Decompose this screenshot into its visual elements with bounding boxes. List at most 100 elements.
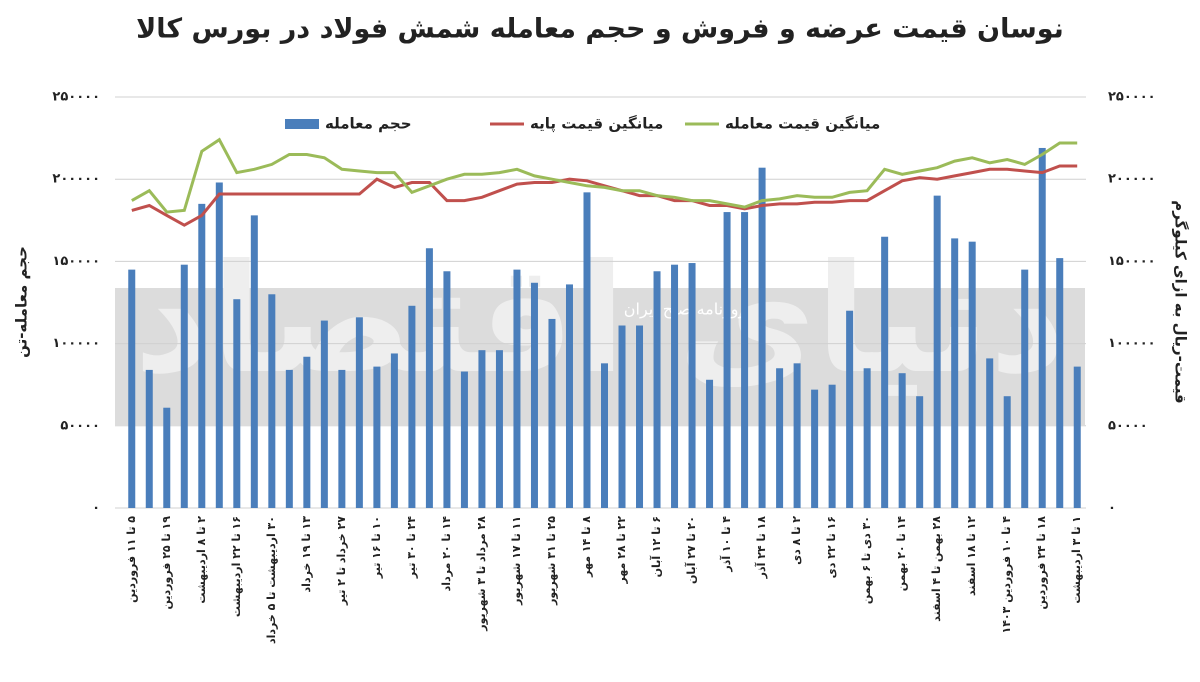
bar: [565, 284, 573, 508]
x-tick-label: ۱۹ تا ۲۵ فروردین: [160, 516, 173, 610]
bar: [636, 325, 644, 508]
bar: [1038, 147, 1046, 509]
y2-tick-label: ۵۰۰۰۰: [1108, 418, 1148, 433]
y2-tick-label: ۰: [1108, 501, 1116, 516]
bar: [180, 264, 188, 508]
chart-title: نوسان قیمت عرضه و فروش و حجم معامله شمش …: [136, 14, 1064, 45]
x-tick-label: ۲۸ مرداد تا ۳ شهریور: [475, 516, 488, 632]
watermark-band: [115, 288, 1085, 425]
bar: [583, 192, 591, 509]
x-tick-label: ۳۰ اردیبهشت تا ۵ خرداد: [265, 516, 278, 644]
bar: [706, 379, 714, 508]
line: [131, 137, 1078, 214]
y-tick-label: ۱۵۰۰۰۰: [52, 254, 100, 269]
line: [131, 164, 1078, 227]
bar: [513, 269, 521, 508]
legend-swatch: [285, 119, 319, 129]
x-tick-label: ۱۴ تا ۲۰ مرداد: [440, 516, 453, 592]
bar: [303, 356, 311, 508]
x-tick-label: ۲۷ خرداد تا ۲ تیر: [335, 516, 348, 606]
y2-tick-label: ۱۵۰۰۰۰: [1108, 254, 1156, 269]
bar: [443, 271, 451, 508]
bar: [320, 320, 328, 508]
y2-tick-label: ۲۵۰۰۰۰: [1108, 90, 1156, 105]
bar: [741, 212, 749, 508]
bar: [390, 353, 398, 508]
bar: [916, 396, 924, 508]
x-tick-label: ۲۰ تا ۲۷ آبان: [684, 516, 698, 584]
bar: [776, 368, 784, 508]
bar: [163, 407, 171, 508]
x-tick-label: ۱۶ تا ۲۲ دی: [825, 516, 838, 578]
bar: [601, 363, 608, 508]
x-tick-label: ۱۱ تا ۱۷ شهریور: [510, 516, 523, 606]
bar: [128, 269, 136, 508]
bar: [145, 369, 153, 508]
bar: [653, 271, 661, 508]
x-tick-label: ۵ تا ۱۱ فروردین: [125, 516, 138, 603]
x-tick-label: ۱۳ تا ۱۹ خرداد: [300, 516, 313, 593]
bar: [881, 236, 889, 509]
y-tick-label: ۰: [92, 501, 100, 516]
bar: [478, 350, 486, 508]
bar: [530, 282, 538, 508]
bar: [898, 373, 906, 508]
x-tick-label: ۸ تا ۱۴ مهر: [580, 516, 593, 578]
bar: [793, 363, 801, 508]
bar: [811, 389, 819, 508]
legend-label: میانگین قیمت پایه: [530, 115, 663, 134]
bar: [1073, 366, 1081, 508]
bar: [1003, 396, 1011, 508]
bar: [846, 310, 854, 508]
bar: [548, 318, 556, 508]
y-tick-label: ۵۰۰۰۰: [60, 418, 100, 433]
bar: [863, 368, 871, 508]
x-tick-label: ۶ تا ۱۲ آبان: [649, 516, 663, 577]
bar: [1056, 258, 1064, 508]
x-tick-label: ۱ تا ۳ اردیبهشت: [1070, 516, 1083, 604]
bar: [968, 241, 976, 508]
x-tick-label: ۱۶ تا ۲۲ اردیبهشت: [230, 516, 243, 617]
bar: [495, 350, 503, 508]
x-tick-label: ۱۸ تا ۲۴ آذر: [754, 516, 768, 580]
x-tick-label: ۱۴ تا ۲۰ بهمن: [895, 516, 908, 592]
bar: [828, 384, 836, 508]
bar: [408, 305, 416, 508]
y-tick-label: ۲۵۰۰۰۰: [52, 90, 100, 105]
bar: [460, 371, 468, 508]
bar: [1021, 269, 1029, 508]
bar: [688, 263, 696, 508]
x-tick-label: ۳۰ دی تا ۶ بهمن: [860, 516, 873, 604]
legend-label: حجم معامله: [325, 115, 412, 133]
x-tick-label: ۲ تا ۸ اردیبهشت: [195, 516, 208, 604]
y2-axis-label: قیمت-ریال به ازای کیلوگرم: [1172, 200, 1190, 404]
bar: [671, 264, 679, 508]
bar: [233, 299, 241, 508]
bar: [951, 238, 959, 508]
y2-tick-label: ۲۰۰۰۰۰: [1108, 172, 1156, 187]
bar: [355, 317, 363, 508]
bar: [285, 369, 293, 508]
x-tick-label: ۲۲ تا ۲۸ مهر: [615, 516, 628, 585]
bar: [618, 325, 626, 508]
bar: [198, 203, 206, 509]
bar: [986, 358, 994, 508]
x-tick-label: ۴ تا ۱۰ آذر: [719, 516, 733, 573]
x-tick-label: ۲۴ تا ۳۰ تیر: [405, 516, 418, 579]
x-tick-label: ۱۲ تا ۱۸ اسفند: [965, 516, 978, 596]
y-tick-label: ۲۰۰۰۰۰: [52, 172, 100, 187]
bar: [250, 215, 258, 509]
bar: [723, 212, 731, 508]
bar: [758, 167, 766, 508]
bar: [338, 369, 346, 508]
y2-tick-label: ۱۰۰۰۰۰: [1108, 336, 1156, 351]
bar: [425, 248, 433, 509]
x-tick-label: ۱۰ تا ۱۶ تیر: [370, 516, 383, 579]
y-axis-label: حجم معامله-تن: [13, 246, 31, 358]
bar: [268, 294, 276, 508]
x-tick-label: ۱۸ تا ۲۴ فروردین: [1035, 516, 1048, 610]
x-tick-label: ۲۵ تا ۳۱ شهریور: [545, 516, 558, 606]
x-tick-label: ۴ تا ۱۰ فروردین ۱۴۰۳: [1000, 516, 1013, 634]
bar: [933, 195, 941, 508]
